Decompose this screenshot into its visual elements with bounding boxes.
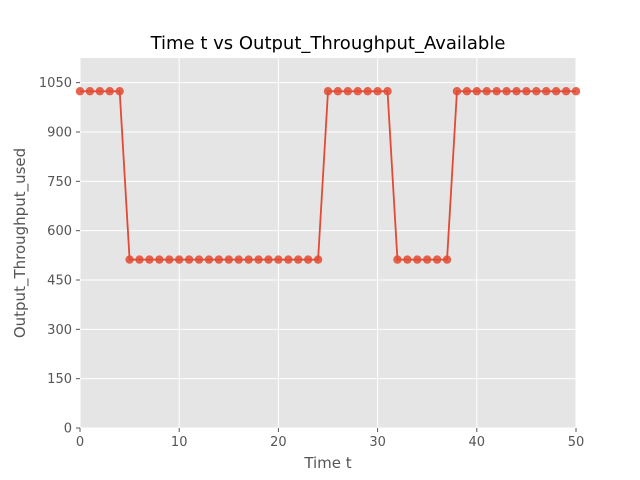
y-tick-label: 900 [47, 126, 72, 141]
data-point [214, 255, 224, 264]
data-point [234, 255, 243, 264]
data-point [333, 87, 343, 96]
x-axis-title: Time t [303, 454, 351, 472]
data-point [532, 87, 541, 96]
data-point [373, 87, 382, 96]
chart-title: Time t vs Output_Throughput_Available [150, 33, 506, 54]
data-point [254, 255, 263, 264]
x-tick-label: 50 [568, 435, 585, 450]
data-point [85, 87, 95, 96]
data-point [423, 255, 432, 264]
data-point [105, 87, 114, 96]
y-tick-label: 150 [47, 372, 72, 387]
x-tick-label: 30 [369, 435, 386, 450]
x-tick-label: 10 [171, 435, 188, 450]
data-point [284, 255, 293, 264]
data-point [452, 87, 462, 96]
x-axis-ticks: 0 10 20 30 40 50 [76, 428, 584, 450]
data-point [135, 255, 144, 264]
data-point [244, 255, 253, 264]
y-tick-label: 0 [64, 422, 72, 437]
data-point [363, 87, 372, 96]
data-point [492, 87, 501, 96]
data-point [75, 87, 85, 96]
y-tick-label: 750 [47, 175, 72, 190]
data-point [512, 87, 521, 96]
data-point [303, 255, 313, 264]
y-axis-title: Output_Throughput_used [11, 148, 30, 338]
data-point [472, 87, 481, 96]
y-tick-label: 300 [47, 323, 72, 338]
data-point [194, 255, 204, 264]
data-point [125, 255, 134, 264]
data-point [383, 87, 392, 96]
data-point [145, 255, 154, 264]
data-point [184, 255, 194, 264]
data-point [403, 255, 412, 264]
data-point [165, 255, 174, 264]
data-point [561, 87, 571, 96]
plot-background [80, 58, 576, 428]
y-tick-label: 1050 [39, 76, 72, 91]
series-layer [75, 87, 581, 264]
data-point [522, 87, 531, 96]
data-point [462, 87, 472, 96]
data-point [353, 87, 362, 96]
data-point [294, 255, 303, 264]
data-point [502, 87, 511, 96]
x-tick-label: 20 [270, 435, 287, 450]
data-point [274, 255, 283, 264]
data-point [542, 87, 551, 96]
data-point [343, 87, 353, 96]
data-point [204, 255, 214, 264]
y-tick-label: 450 [47, 274, 72, 289]
data-point [224, 255, 233, 264]
grid-lines [79, 58, 577, 429]
data-point [393, 255, 402, 264]
data-point [442, 255, 452, 264]
data-point [313, 255, 323, 264]
data-point [95, 87, 105, 96]
data-point [155, 255, 164, 264]
y-axis-ticks: 0 150 300 450 600 750 900 1050 [39, 76, 80, 437]
data-point [551, 87, 561, 96]
data-point [482, 87, 491, 96]
data-point [571, 87, 581, 96]
data-point [432, 255, 442, 264]
data-point [264, 255, 273, 264]
data-point [413, 255, 422, 264]
x-tick-label: 0 [76, 435, 84, 450]
data-point [175, 255, 184, 264]
x-tick-label: 40 [469, 435, 486, 450]
data-point [115, 87, 124, 96]
y-tick-label: 600 [47, 224, 72, 239]
data-point [323, 87, 333, 96]
